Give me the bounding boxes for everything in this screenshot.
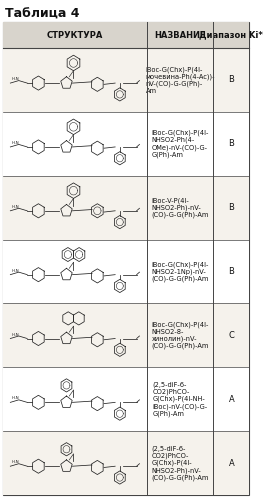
Text: iBoc-G(Chx)-P(4l-
NHSO2-1Np)-nV-
(CO)-G-G(Ph)-Am: iBoc-G(Chx)-P(4l- NHSO2-1Np)-nV- (CO)-G-…: [152, 261, 209, 282]
Text: iBoc-G(Chx)-P(4l-
NHSO2-8-
хинолин)-nV-
(CO)-G-G(Ph)-Am: iBoc-G(Chx)-P(4l- NHSO2-8- хинолин)-nV- …: [152, 321, 209, 349]
Text: H₂N: H₂N: [12, 269, 19, 273]
Text: B: B: [229, 267, 234, 276]
Text: iBoc-G(Chx)-P(4l-
мочевина-Ph(4-Ac))-
nV-(CO)-G-G(Ph)-
Am: iBoc-G(Chx)-P(4l- мочевина-Ph(4-Ac))- nV…: [146, 66, 215, 94]
Bar: [3, 303, 249, 367]
Text: B: B: [229, 75, 234, 84]
Text: iBoc-G(Chx)-P(4l-
NHSO2-Ph(4-
OMe)-nV-(CO)-G-
G(Ph)-Am: iBoc-G(Chx)-P(4l- NHSO2-Ph(4- OMe)-nV-(C…: [152, 130, 209, 158]
Text: H₂N: H₂N: [12, 333, 19, 337]
Text: (2,5-diF-6-
CO2)PhCO-
G(Chx)-P(4l-NH-
iBoc)-nV-(CO)-G-
G(Ph)-Am: (2,5-diF-6- CO2)PhCO- G(Chx)-P(4l-NH- iB…: [153, 381, 208, 417]
Bar: [3, 112, 249, 176]
Text: H₂N: H₂N: [12, 141, 19, 145]
Bar: [3, 22, 249, 48]
Text: H₂N: H₂N: [12, 397, 19, 401]
Text: H₂N: H₂N: [12, 461, 19, 465]
Bar: [3, 367, 249, 431]
Bar: [3, 176, 249, 240]
Text: Диапазон Ki*: Диапазон Ki*: [199, 30, 263, 39]
Text: H₂N: H₂N: [12, 77, 19, 81]
Bar: [3, 48, 249, 112]
Text: A: A: [229, 395, 234, 404]
Text: НАЗВАНИЕ: НАЗВАНИЕ: [154, 30, 206, 39]
Text: A: A: [229, 459, 234, 468]
Text: Таблица 4: Таблица 4: [5, 8, 79, 21]
Text: C: C: [229, 331, 234, 340]
Bar: [3, 240, 249, 303]
Text: iBoc-V-P(4l-
NHSO2-Ph)-nV-
(CO)-G-G(Ph)-Am: iBoc-V-P(4l- NHSO2-Ph)-nV- (CO)-G-G(Ph)-…: [152, 197, 209, 218]
Text: (2,5-diF-6-
CO2)PhCO-
G(Chx)-P(4l-
NHSO2-Ph)-nV-
(CO)-G-G(Ph)-Am: (2,5-diF-6- CO2)PhCO- G(Chx)-P(4l- NHSO2…: [152, 445, 209, 481]
Text: B: B: [229, 139, 234, 148]
Bar: [3, 431, 249, 495]
Text: СТРУКТУРА: СТРУКТУРА: [47, 30, 103, 39]
Text: B: B: [229, 203, 234, 212]
Text: H₂N: H₂N: [12, 205, 19, 209]
